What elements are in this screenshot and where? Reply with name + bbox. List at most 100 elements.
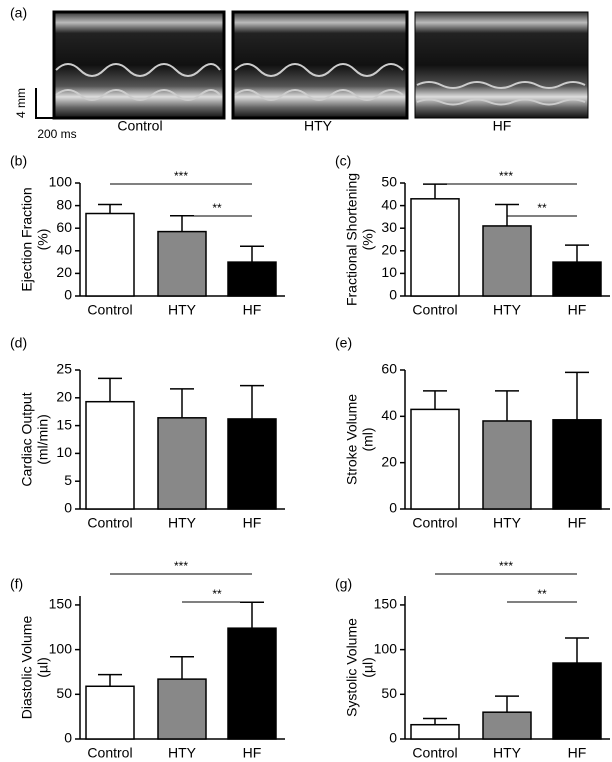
x-tick-label: Control	[412, 745, 457, 761]
x-tick-label: Control	[412, 515, 457, 531]
y-tick-label: 100	[374, 640, 398, 656]
panel-label: (e)	[335, 335, 352, 351]
y-tick-label: 5	[64, 472, 72, 488]
y-tick-label: 20	[56, 264, 72, 280]
significance-label: ***	[499, 559, 513, 573]
significance-label: ***	[174, 169, 188, 183]
y-tick-label: 40	[381, 196, 397, 212]
significance-label: **	[212, 201, 222, 215]
bar	[410, 408, 460, 510]
panel-label: (f)	[10, 576, 23, 592]
y-tick-label: 150	[374, 596, 398, 612]
bar	[552, 662, 602, 740]
bar	[552, 419, 602, 510]
y-axis-label: (ml/min)	[35, 414, 51, 465]
bar	[227, 418, 277, 510]
y-axis-label: Diastolic Volume	[19, 616, 35, 720]
panel-label: (d)	[10, 335, 27, 351]
y-tick-label: 10	[381, 264, 397, 280]
y-tick-label: 60	[56, 219, 72, 235]
y-tick-label: 60	[381, 361, 397, 377]
y-tick-label: 0	[389, 287, 397, 303]
scale-bar	[35, 88, 80, 119]
bar	[410, 723, 460, 740]
x-tick-label: HTY	[493, 745, 522, 761]
bar	[410, 198, 460, 297]
x-tick-label: Control	[87, 745, 132, 761]
y-tick-label: 10	[56, 444, 72, 460]
bar	[85, 685, 135, 740]
x-tick-label: HTY	[493, 515, 522, 531]
image-label: Control	[117, 118, 162, 134]
panel-label: (g)	[335, 576, 352, 592]
significance-label: **	[537, 201, 547, 215]
echo-image	[414, 11, 589, 119]
y-tick-label: 80	[56, 196, 72, 212]
image-label: HF	[493, 118, 512, 134]
significance-label: ***	[174, 559, 188, 573]
echo-trace	[234, 63, 404, 101]
x-tick-label: HTY	[168, 745, 197, 761]
x-tick-label: HF	[568, 515, 587, 531]
x-tick-label: Control	[412, 302, 457, 318]
significance-label: **	[212, 587, 222, 601]
y-axis-label: Systolic Volume	[344, 618, 360, 717]
image-label: HTY	[304, 118, 333, 134]
significance-label: **	[537, 587, 547, 601]
x-tick-label: Control	[87, 515, 132, 531]
y-axis-label: Fractional Shortening	[344, 173, 360, 306]
bar	[85, 400, 135, 510]
panel-label: (c)	[335, 153, 351, 169]
y-tick-label: 0	[389, 500, 397, 516]
y-axis-label: Stroke Volume	[344, 394, 360, 485]
y-tick-label: 0	[64, 287, 72, 303]
y-tick-label: 20	[381, 242, 397, 258]
x-tick-label: HTY	[168, 302, 197, 318]
y-axis-label: (µl)	[35, 657, 51, 678]
scale-label: 200 ms	[37, 127, 76, 141]
y-axis-label: (%)	[360, 229, 376, 251]
x-tick-label: HF	[243, 515, 262, 531]
y-axis-label: (ml)	[360, 427, 376, 451]
y-tick-label: 50	[381, 685, 397, 701]
y-tick-label: 25	[56, 361, 72, 377]
y-axis-label: Ejection Fraction	[19, 187, 35, 291]
significance-label: ***	[499, 169, 513, 183]
y-tick-label: 0	[64, 500, 72, 516]
y-tick-label: 50	[56, 685, 72, 701]
scale-label: 4 mm	[14, 88, 28, 118]
echo-image	[231, 10, 409, 120]
bar	[157, 230, 207, 297]
y-tick-label: 0	[64, 730, 72, 746]
y-tick-label: 15	[56, 416, 72, 432]
bar	[157, 417, 207, 510]
bar	[227, 261, 277, 297]
y-tick-label: 20	[56, 389, 72, 405]
x-tick-label: HF	[243, 302, 262, 318]
y-tick-label: 30	[381, 219, 397, 235]
bar	[482, 225, 532, 297]
y-tick-label: 150	[49, 596, 73, 612]
y-tick-label: 40	[381, 407, 397, 423]
echo-image	[52, 10, 226, 120]
bar	[157, 678, 207, 740]
y-tick-label: 40	[56, 242, 72, 258]
y-axis-label: (%)	[35, 229, 51, 251]
panel-label: (b)	[10, 153, 27, 169]
bar	[227, 627, 277, 740]
bar	[552, 261, 602, 297]
panel-a: (a) Control HTY HF 4 mm 200 ms	[10, 5, 589, 141]
y-tick-label: 100	[49, 640, 73, 656]
y-tick-label: 100	[49, 174, 73, 190]
y-tick-label: 20	[381, 453, 397, 469]
panel-label: (a)	[10, 5, 27, 21]
y-tick-label: 0	[389, 730, 397, 746]
x-tick-label: Control	[87, 302, 132, 318]
x-tick-label: HF	[243, 745, 262, 761]
y-axis-label: Cardiac Output	[19, 392, 35, 486]
bar	[482, 420, 532, 510]
x-tick-label: HF	[568, 745, 587, 761]
echo-trace	[55, 63, 221, 101]
bar	[85, 212, 135, 297]
